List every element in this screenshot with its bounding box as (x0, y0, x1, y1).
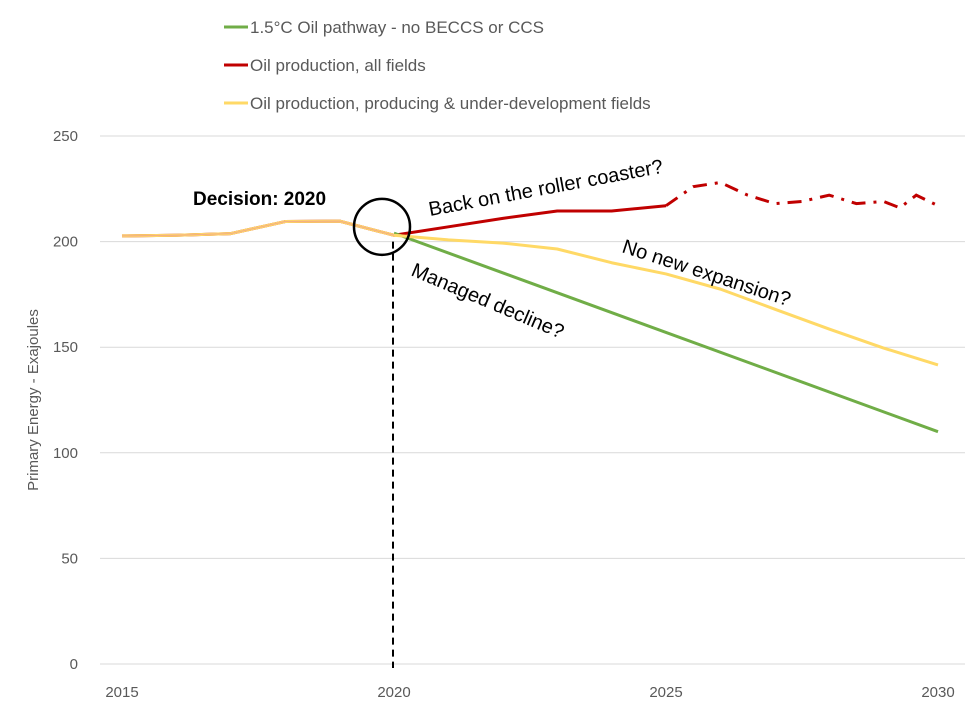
y-tick-label: 50 (61, 550, 78, 567)
y-tick-label: 100 (53, 445, 78, 462)
gridlines (100, 135, 965, 665)
series-lines (121, 180, 939, 434)
x-tick-label: 2020 (377, 684, 410, 701)
series-line (393, 231, 939, 434)
series-line (121, 204, 667, 238)
decision-circle (352, 197, 412, 257)
historic-overlap-line (121, 220, 395, 237)
y-tick-label: 250 (53, 128, 78, 145)
series-line (121, 219, 939, 367)
series-projection-line (665, 180, 939, 210)
y-tick-label: 0 (70, 656, 78, 673)
x-tick-label: 2025 (649, 684, 682, 701)
y-tick-label: 200 (53, 234, 78, 251)
legend-label: Oil production, all fields (250, 56, 426, 75)
y-tick-labels: 0 50 100 150 200 250 (53, 128, 78, 673)
x-tick-label: 2030 (921, 684, 954, 701)
legend-label: Oil production, producing & under-develo… (250, 94, 651, 113)
x-tick-label: 2015 (105, 684, 138, 701)
legend-label: 1.5°C Oil pathway - no BECCS or CCS (250, 18, 544, 37)
x-tick-labels: 2015 2020 2025 2030 (105, 684, 954, 701)
annotation-no-new-expansion: No new expansion? (619, 236, 793, 311)
y-axis-label: Primary Energy - Exajoules (25, 309, 42, 491)
decision-label: Decision: 2020 (193, 189, 326, 210)
legend: 1.5°C Oil pathway - no BECCS or CCS Oil p… (224, 18, 651, 113)
y-tick-label: 150 (53, 339, 78, 356)
annotation-managed-decline: Managed decline? (408, 259, 567, 343)
